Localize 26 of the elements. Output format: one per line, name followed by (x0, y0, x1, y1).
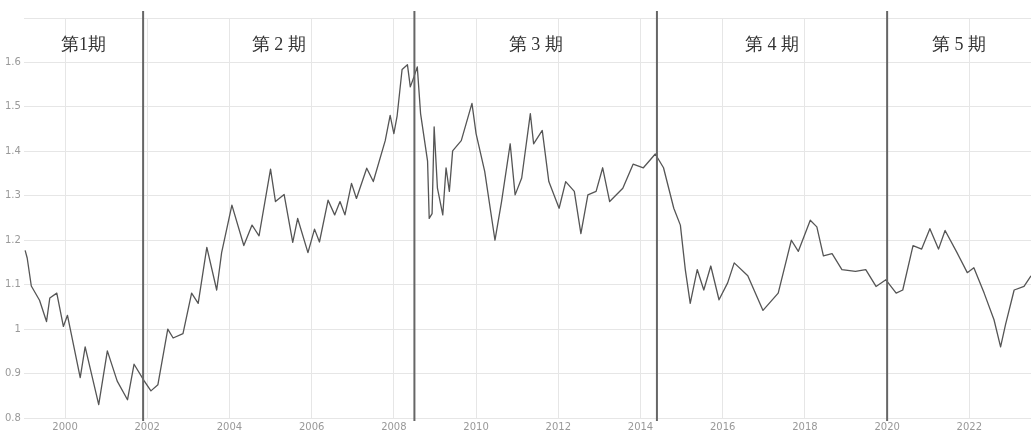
annotation: 第 5 期 (932, 33, 987, 54)
annotation: 第 4 期 (745, 33, 800, 54)
x-tick-label: 2010 (463, 420, 489, 432)
x-tick-label: 2014 (627, 420, 654, 432)
annotation: 第 2 期 (251, 33, 306, 54)
y-tick-label: 0.8 (5, 411, 21, 423)
y-tick-label: 1.1 (5, 278, 21, 290)
y-tick-label: 1.2 (5, 233, 21, 245)
x-tick-label: 2020 (874, 420, 900, 432)
y-tick-label: 1.5 (5, 100, 21, 112)
x-tick-label: 2018 (792, 420, 818, 432)
y-tick-label: 1 (14, 322, 21, 334)
y-tick-label: 1.6 (5, 56, 21, 68)
annotation: 第 3 期 (508, 33, 563, 54)
annotation: 第1期 (61, 33, 107, 54)
x-tick-label: 2006 (298, 420, 325, 432)
y-tick-label: 1.3 (5, 189, 21, 201)
x-tick-label: 2004 (216, 420, 243, 432)
x-tick-label: 2002 (134, 420, 160, 432)
x-tick-label: 2022 (956, 420, 983, 432)
y-tick-label: 1.4 (5, 144, 21, 156)
y-tick-label: 0.9 (5, 367, 21, 379)
x-tick-label: 2012 (545, 420, 572, 432)
x-tick-label: 2008 (381, 420, 407, 432)
x-tick-label: 2000 (52, 420, 78, 432)
x-tick-label: 2016 (709, 420, 736, 432)
